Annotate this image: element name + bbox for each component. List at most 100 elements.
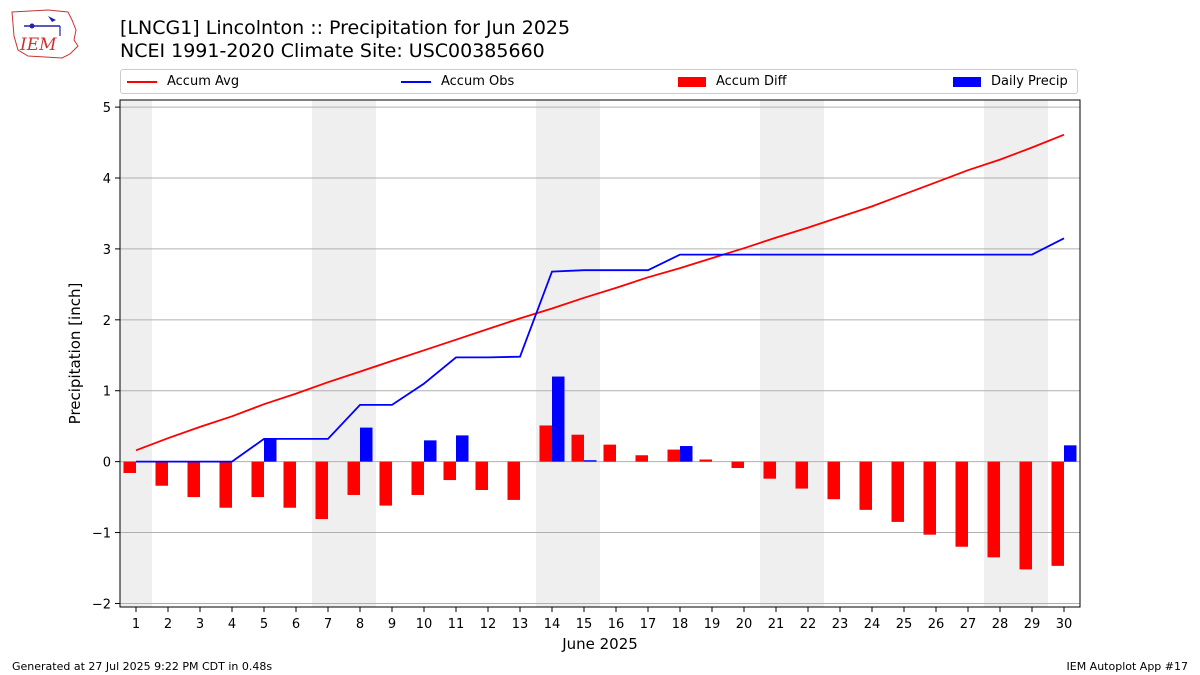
daily-precip-bar <box>1064 445 1077 462</box>
x-tick-label: 6 <box>292 617 300 632</box>
daily-precip-bar <box>424 440 437 462</box>
y-tick-label: −2 <box>92 597 111 612</box>
plot-frame <box>119 99 1081 608</box>
chart-subtitle: NCEI 1991-2020 Climate Site: USC00385660 <box>120 40 545 62</box>
x-tick-label: 8 <box>356 617 364 632</box>
x-tick-label: 16 <box>608 617 625 632</box>
chart-title: [LNCG1] Lincolnton :: Precipitation for … <box>120 17 571 39</box>
x-tick-label: 21 <box>768 617 785 632</box>
accum-diff-bar <box>763 461 776 479</box>
accum-diff-bar <box>251 461 264 498</box>
weekend-band <box>1016 100 1048 607</box>
daily-precip-bar <box>360 427 373 462</box>
x-tick-label: 15 <box>576 617 593 632</box>
x-tick-label: 4 <box>228 617 236 632</box>
accum-diff-bar <box>987 461 1000 558</box>
weekend-band <box>984 100 1016 607</box>
accum-diff-bar <box>219 461 232 508</box>
accum-diff-bar <box>795 461 808 489</box>
x-tick-label: 5 <box>260 617 268 632</box>
weekend-band <box>536 100 568 607</box>
x-tick-label: 1 <box>132 617 140 632</box>
logo-text: IEM <box>19 35 57 55</box>
legend-label: Accum Obs <box>441 74 515 89</box>
y-tick-label: 4 <box>103 172 111 187</box>
x-tick-label: 23 <box>832 617 849 632</box>
weekend-band <box>568 100 600 607</box>
legend-swatch <box>401 80 431 83</box>
legend-label: Accum Avg <box>167 74 240 89</box>
x-tick-label: 29 <box>1024 617 1041 632</box>
chart-legend: Accum Avg Accum Obs Accum Diff Daily Pre… <box>120 69 1078 94</box>
daily-precip-bar <box>552 376 565 462</box>
x-tick-label: 12 <box>480 617 497 632</box>
legend-item-daily-precip: Daily Precip <box>953 70 1068 93</box>
accum-diff-bar <box>827 461 840 500</box>
accum-diff-bar <box>571 434 584 462</box>
x-tick-label: 9 <box>388 617 396 632</box>
accum-diff-bar <box>187 461 200 498</box>
accum-diff-bar <box>635 455 648 462</box>
y-tick-label: 5 <box>103 101 111 116</box>
legend-item-accum-diff: Accum Diff <box>678 70 787 93</box>
accum-diff-bar <box>1051 461 1064 566</box>
x-axis-label: June 2025 <box>561 635 638 653</box>
accum-diff-bar <box>731 461 744 469</box>
accum-diff-bar <box>475 461 488 490</box>
x-tick-label: 20 <box>736 617 753 632</box>
y-axis-label: Precipitation [inch] <box>66 283 84 425</box>
weekend-band <box>312 100 344 607</box>
weekend-band <box>344 100 376 607</box>
x-tick-label: 22 <box>800 617 817 632</box>
x-tick-label: 18 <box>672 617 689 632</box>
x-tick-label: 25 <box>896 617 913 632</box>
y-tick-label: 3 <box>103 243 111 258</box>
x-tick-label: 24 <box>864 617 881 632</box>
legend-item-accum-avg: Accum Avg <box>127 70 239 93</box>
x-tick-label: 26 <box>928 617 945 632</box>
accum-avg-line <box>135 133 1065 452</box>
weekend-band <box>120 100 152 607</box>
legend-swatch <box>127 80 157 83</box>
x-tick-label: 19 <box>704 617 721 632</box>
x-tick-label: 13 <box>512 617 529 632</box>
accum-diff-bar <box>539 425 552 462</box>
accum-diff-bar <box>923 461 936 535</box>
x-tick-label: 10 <box>416 617 433 632</box>
daily-precip-bar <box>584 460 597 462</box>
accum-diff-bar <box>859 461 872 510</box>
legend-item-accum-obs: Accum Obs <box>401 70 514 93</box>
daily-precip-bar <box>456 435 469 462</box>
x-tick-label: 2 <box>164 617 172 632</box>
accum-diff-bar <box>443 461 456 481</box>
y-tick-label: −1 <box>92 527 111 542</box>
x-tick-label: 28 <box>992 617 1009 632</box>
accum-diff-bar <box>603 444 616 462</box>
legend-swatch <box>678 76 706 87</box>
x-tick-label: 17 <box>640 617 657 632</box>
x-tick-label: 11 <box>448 617 465 632</box>
accum-diff-bar <box>411 461 424 495</box>
accum-obs-line <box>136 237 1065 463</box>
accum-diff-bar <box>699 459 712 462</box>
accum-diff-bar <box>891 461 904 522</box>
accum-diff-bar <box>507 461 520 500</box>
app-note: IEM Autoplot App #17 <box>1066 660 1189 673</box>
x-tick-label: 7 <box>324 617 332 632</box>
daily-precip-bar <box>680 446 693 462</box>
accum-diff-bar <box>123 461 136 473</box>
iem-logo: IEM <box>11 9 79 59</box>
accum-diff-bar <box>1019 461 1032 570</box>
x-tick-label: 14 <box>544 617 561 632</box>
accum-diff-bar <box>347 461 360 495</box>
daily-precip-bar <box>264 438 277 462</box>
accum-diff-bar <box>155 461 168 486</box>
legend-label: Accum Diff <box>716 74 787 89</box>
y-tick-label: 1 <box>103 385 111 400</box>
accum-diff-bar <box>955 461 968 547</box>
x-tick-label: 30 <box>1056 617 1073 632</box>
weekend-band <box>760 100 792 607</box>
accum-diff-bar <box>283 461 296 508</box>
accum-diff-bar <box>315 461 328 520</box>
